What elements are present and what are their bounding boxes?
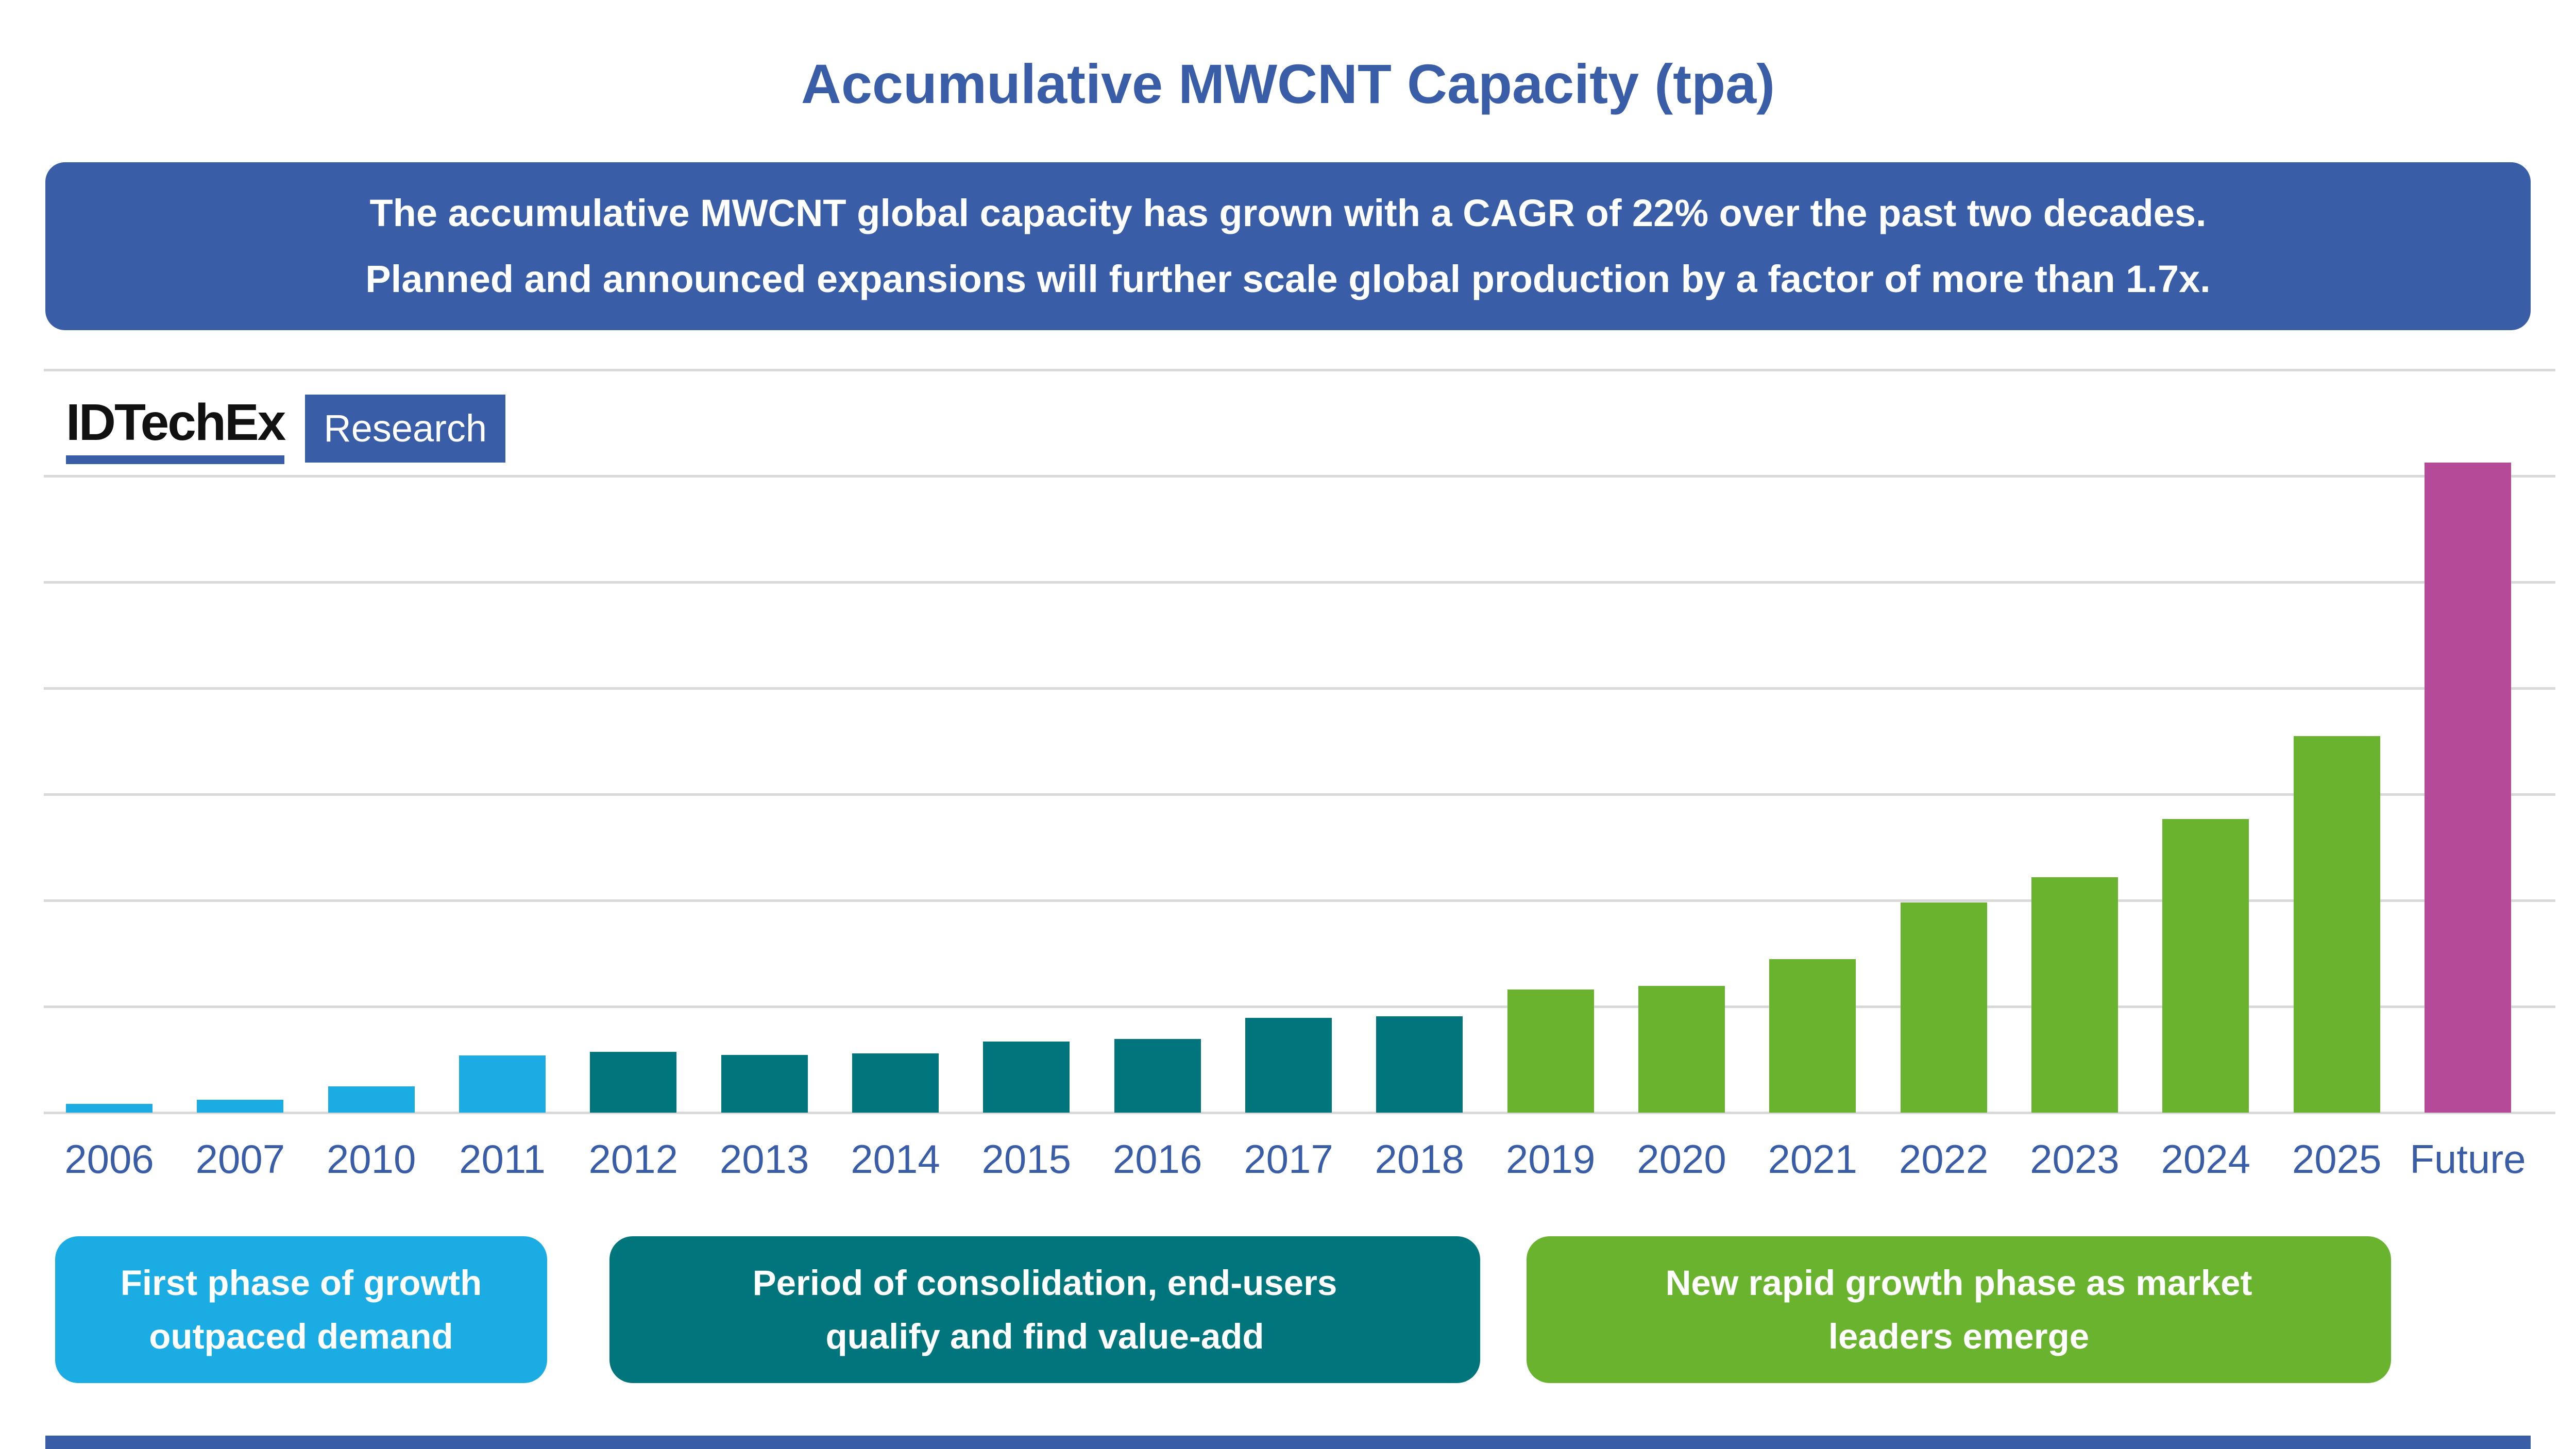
x-label-2007: 2007: [195, 1136, 285, 1182]
x-label-2018: 2018: [1375, 1136, 1465, 1182]
x-label-2024: 2024: [2161, 1136, 2251, 1182]
annotation-new-growth-line1: New rapid growth phase as market: [1665, 1263, 2252, 1303]
plot-area: IDTechEx Research: [44, 368, 2555, 1114]
annotation-first-phase: First phase of growth outpaced demand: [55, 1236, 547, 1383]
x-label-2020: 2020: [1637, 1136, 1726, 1182]
banner-line-2: Planned and announced expansions will fu…: [365, 258, 2211, 300]
bar-2017: [1245, 1017, 1332, 1113]
gridline: [44, 1111, 2555, 1114]
bar-2011: [459, 1055, 546, 1113]
annotation-first-phase-line1: First phase of growth: [120, 1263, 482, 1303]
bar-2012: [590, 1052, 677, 1113]
x-axis-labels: 2006 2007 2010 2011 2012 2013 2014 2015 2016 2017…: [44, 1136, 2555, 1192]
x-label-2011: 2011: [459, 1136, 546, 1182]
bar-2023: [2031, 877, 2118, 1113]
bar-2010: [328, 1086, 415, 1113]
page-title: Accumulative MWCNT Capacity (tpa): [801, 53, 1775, 115]
banner-line-1: The accumulative MWCNT global capacity h…: [369, 192, 2207, 234]
bar-2022: [1900, 902, 1987, 1113]
footer-bar: [45, 1436, 2531, 1449]
gridline: [44, 581, 2555, 584]
logo-brand-text: IDTechEx: [66, 394, 286, 451]
bar-2013: [721, 1054, 808, 1113]
annotation-consolidation: Period of consolidation, end-users quali…: [609, 1236, 1480, 1383]
x-label-2025: 2025: [2292, 1136, 2382, 1182]
annotation-consolidation-line1: Period of consolidation, end-users: [752, 1263, 1337, 1303]
gridline: [44, 793, 2555, 796]
x-label-2014: 2014: [851, 1136, 940, 1182]
gridline: [44, 687, 2555, 690]
logo-underline: [66, 455, 285, 464]
summary-banner: The accumulative MWCNT global capacity h…: [45, 162, 2531, 330]
bar-2024: [2162, 819, 2249, 1113]
bar-2025: [2293, 736, 2380, 1113]
bar-2006: [66, 1104, 152, 1113]
x-label-2022: 2022: [1899, 1136, 1989, 1182]
bar-2007: [197, 1100, 284, 1113]
x-label-2010: 2010: [326, 1136, 416, 1182]
annotation-first-phase-line2: outpaced demand: [149, 1316, 453, 1356]
gridline: [44, 1005, 2555, 1008]
bar-2019: [1507, 990, 1594, 1113]
annotation-consolidation-line2: qualify and find value-add: [825, 1316, 1264, 1356]
annotation-new-growth-line2: leaders emerge: [1828, 1316, 2090, 1356]
bar-2018: [1376, 1016, 1463, 1113]
bar-2015: [983, 1041, 1070, 1113]
x-label-2019: 2019: [1505, 1136, 1596, 1182]
bar-2014: [852, 1053, 939, 1113]
x-label-2013: 2013: [719, 1136, 809, 1182]
x-label-2015: 2015: [981, 1136, 1072, 1182]
idtechex-logo: IDTechEx Research: [66, 394, 506, 464]
gridline: [44, 474, 2555, 478]
logo-brand: IDTechEx: [66, 394, 286, 464]
x-label-2016: 2016: [1112, 1136, 1202, 1182]
x-label-future: Future: [2410, 1136, 2526, 1182]
x-label-2023: 2023: [2030, 1136, 2120, 1182]
annotation-new-growth: New rapid growth phase as market leaders…: [1527, 1236, 2391, 1383]
bar-2016: [1114, 1038, 1201, 1113]
bar-2020: [1638, 985, 1725, 1113]
bar-future: [2424, 463, 2511, 1113]
x-label-2017: 2017: [1244, 1136, 1333, 1182]
gridline: [44, 368, 2555, 371]
gridline: [44, 899, 2555, 902]
bar-2021: [1769, 959, 1856, 1113]
x-label-2006: 2006: [64, 1136, 154, 1182]
x-label-2012: 2012: [588, 1136, 679, 1182]
logo-research-badge: Research: [305, 395, 506, 463]
x-label-2021: 2021: [1768, 1136, 1858, 1182]
